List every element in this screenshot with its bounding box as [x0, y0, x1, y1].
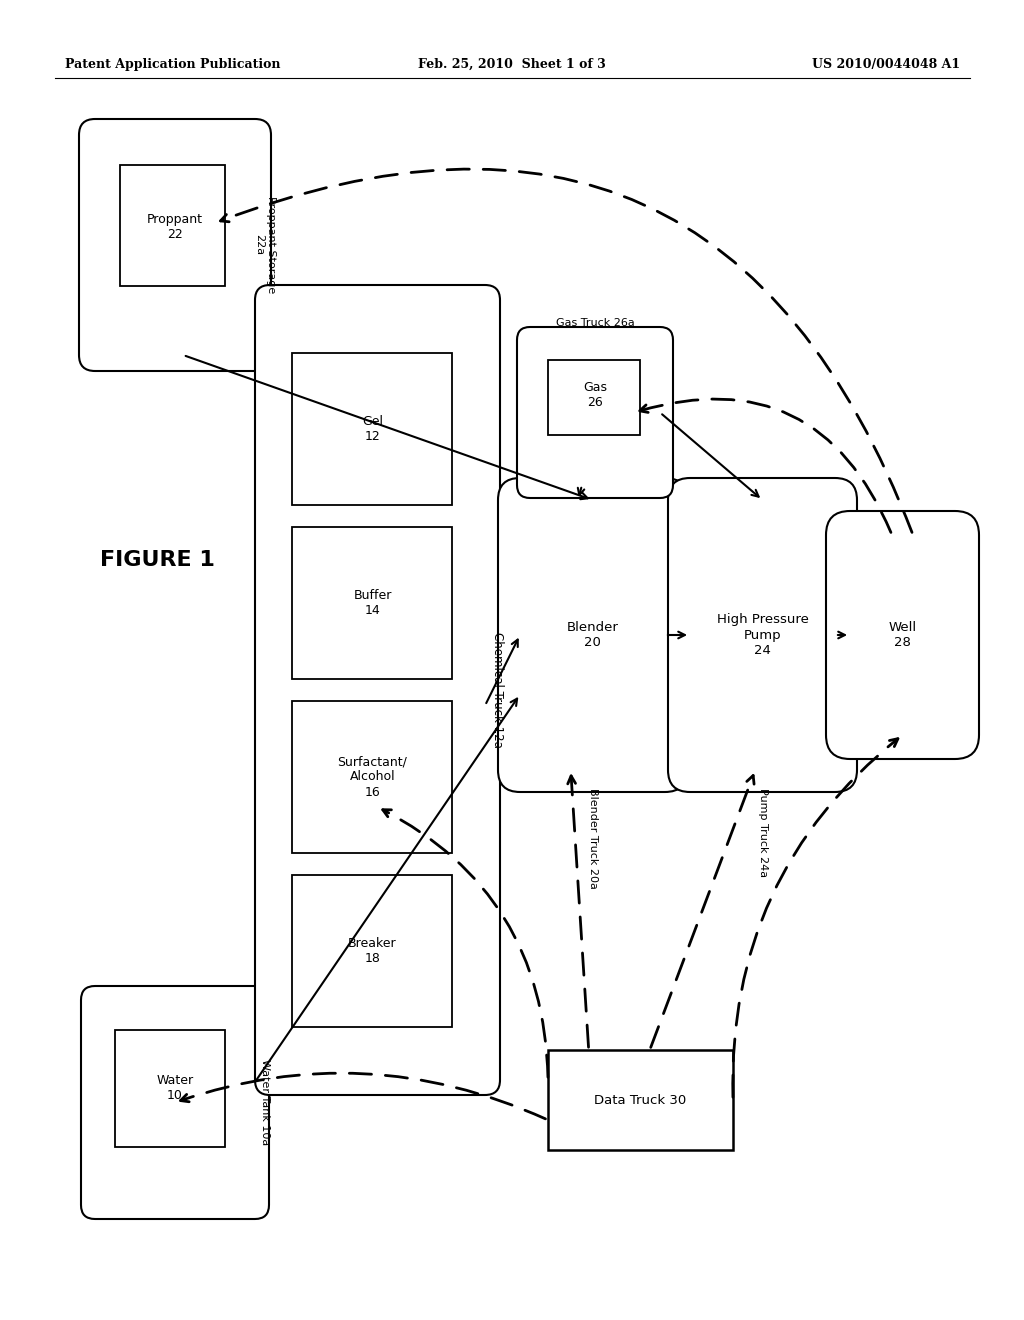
- Bar: [548, 360, 640, 436]
- Text: High Pressure
Pump
24: High Pressure Pump 24: [717, 614, 808, 656]
- Bar: [292, 352, 452, 506]
- Text: US 2010/0044048 A1: US 2010/0044048 A1: [812, 58, 961, 71]
- Text: Chemical Truck 12a: Chemical Truck 12a: [490, 632, 504, 748]
- Bar: [292, 527, 452, 678]
- FancyBboxPatch shape: [826, 511, 979, 759]
- FancyBboxPatch shape: [81, 986, 269, 1218]
- Text: Surfactant/
Alcohol
16: Surfactant/ Alcohol 16: [338, 755, 408, 799]
- FancyBboxPatch shape: [255, 285, 500, 1096]
- Text: Proppant
22: Proppant 22: [147, 214, 203, 242]
- Text: FIGURE 1: FIGURE 1: [100, 550, 215, 570]
- FancyBboxPatch shape: [79, 119, 271, 371]
- FancyBboxPatch shape: [517, 327, 673, 498]
- Text: Well
28: Well 28: [889, 620, 916, 649]
- Bar: [292, 701, 452, 853]
- Bar: [120, 165, 225, 286]
- Text: Buffer
14: Buffer 14: [353, 589, 392, 616]
- Bar: [292, 875, 452, 1027]
- Text: Gas
26: Gas 26: [583, 381, 607, 409]
- Text: Water Tank 10a: Water Tank 10a: [260, 1060, 270, 1146]
- Text: Patent Application Publication: Patent Application Publication: [65, 58, 281, 71]
- Text: Data Truck 30: Data Truck 30: [594, 1093, 687, 1106]
- Text: Pump Truck 24a: Pump Truck 24a: [758, 788, 768, 876]
- Bar: [548, 1049, 733, 1150]
- Text: Proppant Storage
22a: Proppant Storage 22a: [254, 197, 275, 293]
- Text: Water
10: Water 10: [157, 1074, 194, 1102]
- Text: Gas Truck 26a: Gas Truck 26a: [556, 318, 635, 327]
- FancyBboxPatch shape: [668, 478, 857, 792]
- Text: Breaker
18: Breaker 18: [348, 937, 397, 965]
- Bar: [115, 1030, 225, 1147]
- Text: Blender
20: Blender 20: [566, 620, 618, 649]
- Text: Gel
12: Gel 12: [362, 414, 383, 444]
- FancyBboxPatch shape: [498, 478, 687, 792]
- Text: Blender Truck 20a: Blender Truck 20a: [588, 788, 597, 888]
- Text: Feb. 25, 2010  Sheet 1 of 3: Feb. 25, 2010 Sheet 1 of 3: [418, 58, 606, 71]
